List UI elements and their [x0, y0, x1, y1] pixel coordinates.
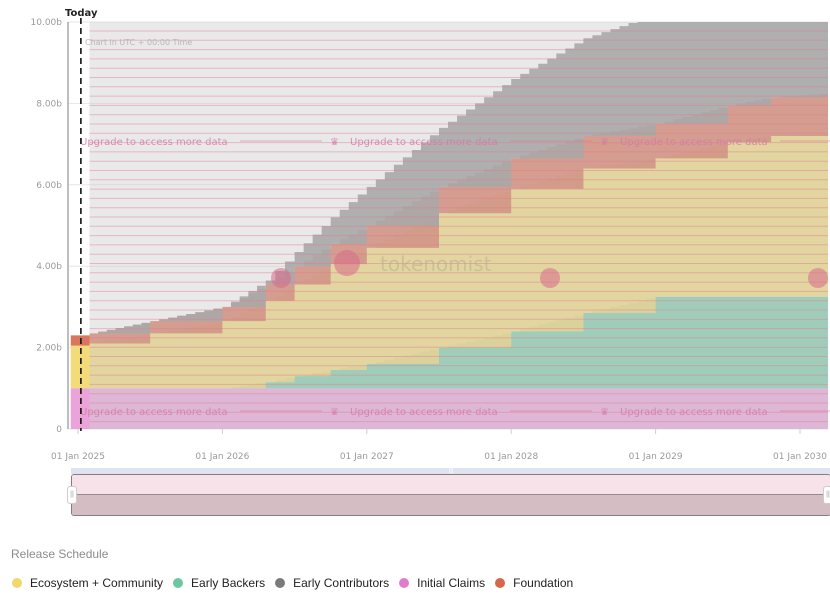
locked-data-overlay	[89, 22, 828, 429]
legend-label: Early Contributors	[293, 576, 390, 590]
timezone-label: Chart in UTC + 00:00 Time	[85, 38, 192, 47]
legend-title: Release Schedule	[11, 547, 109, 561]
navigator-series-lower	[72, 495, 830, 515]
legend-item-ecosystem-community[interactable]: Ecosystem + Community	[12, 576, 163, 590]
crown-icon: ♛	[600, 137, 609, 148]
x-tick-label: 01 Jan 2027	[340, 452, 394, 462]
range-navigator[interactable]: ||| || ||	[67, 468, 830, 518]
watermark-logo-icon	[540, 268, 560, 288]
legend-label: Ecosystem + Community	[30, 576, 164, 590]
upgrade-link[interactable]: Upgrade to access more data	[620, 407, 768, 418]
x-tick-label: 01 Jan 2029	[629, 452, 683, 462]
navigator-grip[interactable]: |||	[448, 468, 454, 474]
navigator-right-handle[interactable]: ||	[823, 486, 830, 504]
stacked-areas	[70, 22, 828, 429]
watermark-logo-icon	[808, 268, 828, 288]
crown-icon: ♛	[330, 407, 339, 418]
legend-label: Foundation	[513, 576, 574, 590]
legend-item-early-contributors[interactable]: Early Contributors	[275, 576, 389, 590]
upgrade-link[interactable]: Upgrade to access more data	[350, 407, 498, 418]
x-tick-label: 01 Jan 2026	[195, 452, 249, 462]
area-foundation	[70, 93, 828, 346]
y-tick-label: 6.00b	[36, 181, 62, 191]
area-early-contributors	[70, 22, 828, 336]
area-initial-claims	[70, 388, 828, 429]
upgrade-link[interactable]: Upgrade to access more data	[350, 137, 498, 148]
watermark-markers	[271, 250, 828, 288]
x-tick-label: 01 Jan 2030	[773, 452, 827, 462]
legend-dot-icon	[399, 578, 410, 588]
y-tick-label: 10.00b	[31, 18, 63, 28]
legend-label: Early Backers	[191, 576, 266, 590]
navigator-series-upper	[72, 475, 830, 495]
y-tick-label: 4.00b	[36, 262, 62, 272]
crown-icon: ♛	[600, 407, 609, 418]
legend-label: Initial Claims	[417, 576, 486, 590]
navigator-left-handle[interactable]: ||	[67, 486, 77, 504]
area-early-backers	[70, 296, 828, 389]
upgrade-link[interactable]: Upgrade to access more data	[620, 137, 768, 148]
legend-dot-icon	[275, 578, 286, 588]
upgrade-link[interactable]: Upgrade to access more data	[80, 407, 228, 418]
y-tick-label: 2.00b	[36, 344, 62, 354]
legend-dot-icon	[495, 578, 506, 588]
legend-dot-icon	[12, 578, 22, 588]
y-tick-label: 0	[56, 425, 62, 435]
x-tick-label: 01 Jan 2025	[51, 452, 105, 462]
axes: 0 2.00b 4.00b 6.00b 8.00b 10.00b 01 Jan 2025 01…	[31, 18, 828, 462]
legend-item-early-backers[interactable]: Early Backers	[173, 576, 265, 590]
navigator-window[interactable]	[71, 474, 830, 516]
watermark-logo-icon	[334, 250, 360, 276]
locked-stripes	[89, 30, 828, 423]
x-tick-label: 01 Jan 2028	[484, 452, 538, 462]
navigator-scrollbar[interactable]: |||	[71, 468, 830, 474]
release-schedule-chart: 0 2.00b 4.00b 6.00b 8.00b 10.00b 01 Jan 2025 01…	[31, 8, 830, 462]
crown-icon: ♛	[330, 137, 339, 148]
legend-dot-icon	[173, 578, 184, 588]
legend: Ecosystem + Community Early Backers Early …	[12, 576, 573, 590]
watermark-logo-icon	[271, 268, 291, 288]
watermark: tokenomist	[380, 252, 492, 276]
legend-item-foundation[interactable]: Foundation	[495, 576, 573, 590]
y-tick-label: 8.00b	[36, 99, 62, 109]
area-ecosystem-community	[70, 133, 828, 389]
legend-item-initial-claims[interactable]: Initial Claims	[399, 576, 485, 590]
upgrade-banners[interactable]: Upgrade to access more data ♛ Upgrade to a…	[80, 137, 830, 418]
today-label: Today	[65, 8, 98, 19]
upgrade-link[interactable]: Upgrade to access more data	[80, 137, 228, 148]
